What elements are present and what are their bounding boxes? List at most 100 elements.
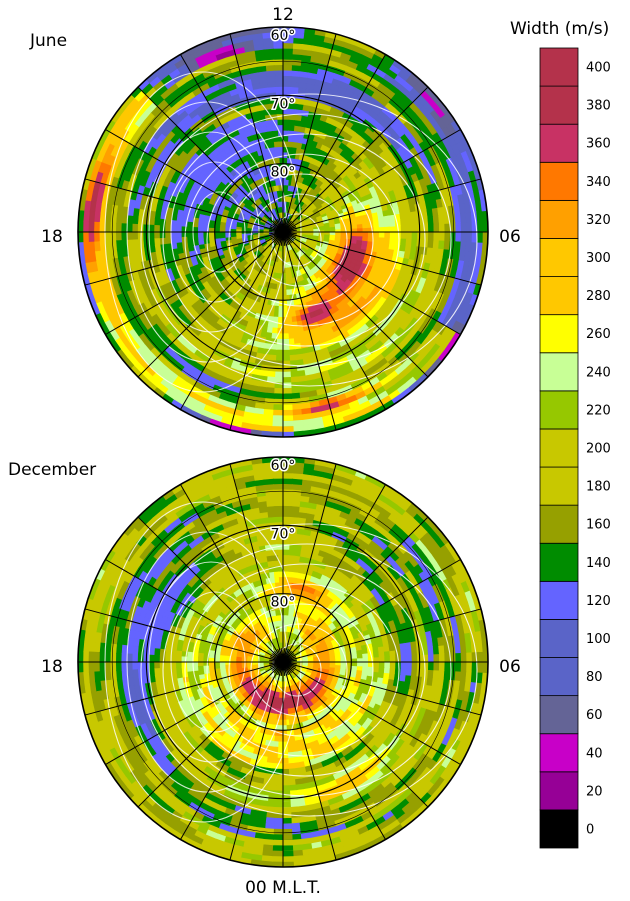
heatmap-cell	[291, 402, 302, 410]
heatmap-cell	[154, 238, 162, 246]
heatmap-cell	[282, 157, 288, 165]
heatmap-cell	[214, 228, 221, 233]
heatmap-cell	[437, 239, 445, 250]
heatmap-cell	[282, 125, 289, 132]
heatmap-cell	[282, 398, 293, 405]
heatmap-cell	[400, 231, 407, 239]
heatmap-cell	[361, 235, 368, 242]
heatmap-cell	[291, 48, 303, 56]
heatmap-cell	[282, 414, 294, 421]
heatmap-cell	[165, 225, 172, 233]
heatmap-cell	[282, 332, 289, 339]
heatmap-cell	[115, 231, 123, 242]
mlt-label-06: 06	[499, 227, 521, 247]
heatmap-cell	[366, 236, 374, 242]
heatmap-cell	[170, 231, 177, 239]
heatmap-cell	[278, 310, 284, 318]
heatmap-cell	[282, 327, 289, 334]
heatmap-cell	[275, 86, 284, 94]
heatmap-cell	[94, 231, 101, 243]
heatmap-cell	[443, 231, 451, 242]
heatmap-cell	[287, 326, 294, 334]
heatmap-cell	[154, 224, 161, 233]
heatmap-cell	[378, 226, 385, 233]
heatmap-cell	[282, 305, 288, 312]
heatmap-cell	[350, 227, 358, 233]
heatmap-cell	[282, 403, 293, 411]
heatmap-cell	[383, 231, 390, 238]
heatmap-cell	[290, 386, 301, 394]
heatmap-cell	[356, 231, 363, 237]
heatmap-cell	[282, 338, 290, 345]
heatmap-cell	[432, 223, 440, 233]
heatmap-cell	[476, 651, 483, 663]
heatmap-cell	[476, 221, 483, 233]
polar-grid: 60°70°80°	[77, 26, 489, 438]
heatmap-cell	[438, 231, 445, 241]
heatmap-cell	[350, 231, 358, 237]
panel-june: June 60°70°80° 12 18 06	[29, 5, 521, 438]
heatmap-cell	[83, 661, 90, 673]
heatmap-cell	[105, 213, 113, 224]
heatmap-cell	[282, 349, 290, 356]
heatmap-cell	[291, 54, 302, 62]
heatmap-cell	[291, 397, 302, 405]
heatmap-cell	[459, 240, 467, 252]
heatmap-cell	[465, 231, 472, 243]
heatmap-cell	[176, 214, 184, 222]
heatmap-cell	[267, 370, 277, 378]
heatmap-cell	[266, 76, 276, 83]
heatmap-cell	[148, 238, 156, 247]
heatmap-cell	[273, 53, 284, 61]
heatmap-cell	[361, 231, 369, 237]
heatmap-cell	[275, 354, 284, 361]
heatmap-cell	[148, 224, 156, 233]
heatmap-cell	[389, 225, 396, 233]
heatmap-cell	[137, 216, 145, 226]
heatmap-cell	[372, 226, 380, 233]
heatmap-cell	[410, 217, 418, 226]
heatmap-cell	[454, 231, 462, 242]
heatmap-cell	[88, 241, 96, 253]
heatmap-cell	[291, 392, 301, 399]
heatmap-cell	[383, 236, 390, 244]
heatmap-cell	[263, 48, 275, 56]
heatmap-cell	[292, 849, 304, 857]
heatmap-cell	[273, 392, 284, 400]
heatmap-cell	[282, 43, 294, 50]
heatmap-cell	[399, 218, 407, 227]
heatmap-cell	[272, 414, 284, 421]
heatmap-cell	[288, 119, 296, 127]
heatmap-cell	[288, 114, 296, 121]
heatmap-cell	[274, 387, 284, 394]
heatmap-cell	[264, 54, 275, 62]
latitude-label: 70°	[271, 96, 296, 112]
heatmap-cell	[405, 231, 412, 240]
heatmap-cell	[110, 213, 118, 224]
heatmap-cell	[291, 408, 303, 416]
heatmap-cell	[198, 222, 205, 229]
mlt-label-18: 18	[41, 227, 63, 247]
mlt-label-12: 12	[272, 5, 294, 25]
heatmap-cell	[432, 231, 440, 241]
heatmap-cell	[387, 242, 395, 250]
heatmap-cell	[181, 226, 188, 233]
heatmap-cell	[476, 231, 483, 243]
heatmap-cell	[459, 212, 467, 224]
heatmap-cell	[400, 225, 407, 233]
heatmap-cell	[197, 231, 205, 237]
heatmap-cell	[356, 227, 363, 233]
heatmap-cell	[126, 231, 134, 241]
heatmap-cell	[110, 231, 117, 242]
heatmap-cell	[264, 402, 275, 410]
heatmap-cell	[282, 59, 293, 66]
heatmap-cell	[132, 223, 139, 233]
heatmap-cell	[291, 59, 302, 67]
heatmap-cell	[282, 119, 290, 126]
heatmap-cell	[382, 242, 390, 250]
heatmap-cell	[290, 81, 300, 89]
heatmap-cell	[273, 409, 284, 416]
heatmap-cell	[277, 316, 284, 323]
heatmap-cell	[274, 75, 284, 83]
